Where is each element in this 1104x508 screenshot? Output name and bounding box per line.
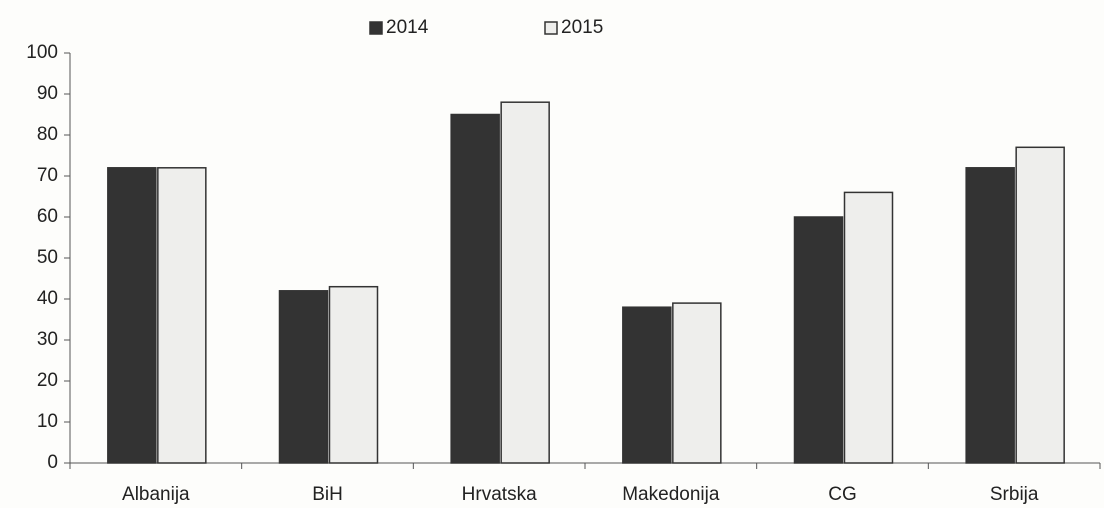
bar [965, 167, 1015, 464]
bar [157, 167, 207, 464]
y-tick-label: 80 [37, 124, 58, 145]
y-tick-label: 10 [37, 411, 58, 432]
y-tick-label: 30 [37, 329, 58, 350]
bar [328, 285, 379, 464]
x-tick-label: BiH [312, 484, 343, 505]
bar [672, 302, 722, 464]
legend-label: 2015 [561, 17, 603, 38]
bar [843, 191, 894, 464]
bar [450, 113, 500, 464]
legend-swatch [544, 21, 558, 35]
x-tick-label: Albanija [122, 484, 190, 505]
bar [500, 101, 550, 464]
legend-swatch [369, 21, 383, 35]
y-tick-label: 0 [47, 452, 58, 473]
x-tick-label: Srbija [990, 484, 1039, 505]
y-tick-label: 70 [37, 165, 58, 186]
y-tick-label: 60 [37, 206, 58, 227]
x-tick-label: Hrvatska [462, 484, 537, 505]
y-tick-label: 90 [37, 83, 58, 104]
y-tick-label: 40 [37, 288, 58, 309]
y-tick-label: 50 [37, 247, 58, 268]
bar [107, 167, 157, 464]
legend-label: 2014 [386, 17, 429, 38]
x-tick-label: Makedonija [622, 484, 720, 505]
y-tick-label: 100 [26, 42, 58, 63]
y-tick-label: 20 [37, 370, 58, 391]
x-tick-label: CG [828, 484, 857, 505]
bar [278, 290, 329, 464]
bar [793, 216, 844, 464]
bar [1015, 146, 1065, 464]
bar [622, 306, 672, 464]
